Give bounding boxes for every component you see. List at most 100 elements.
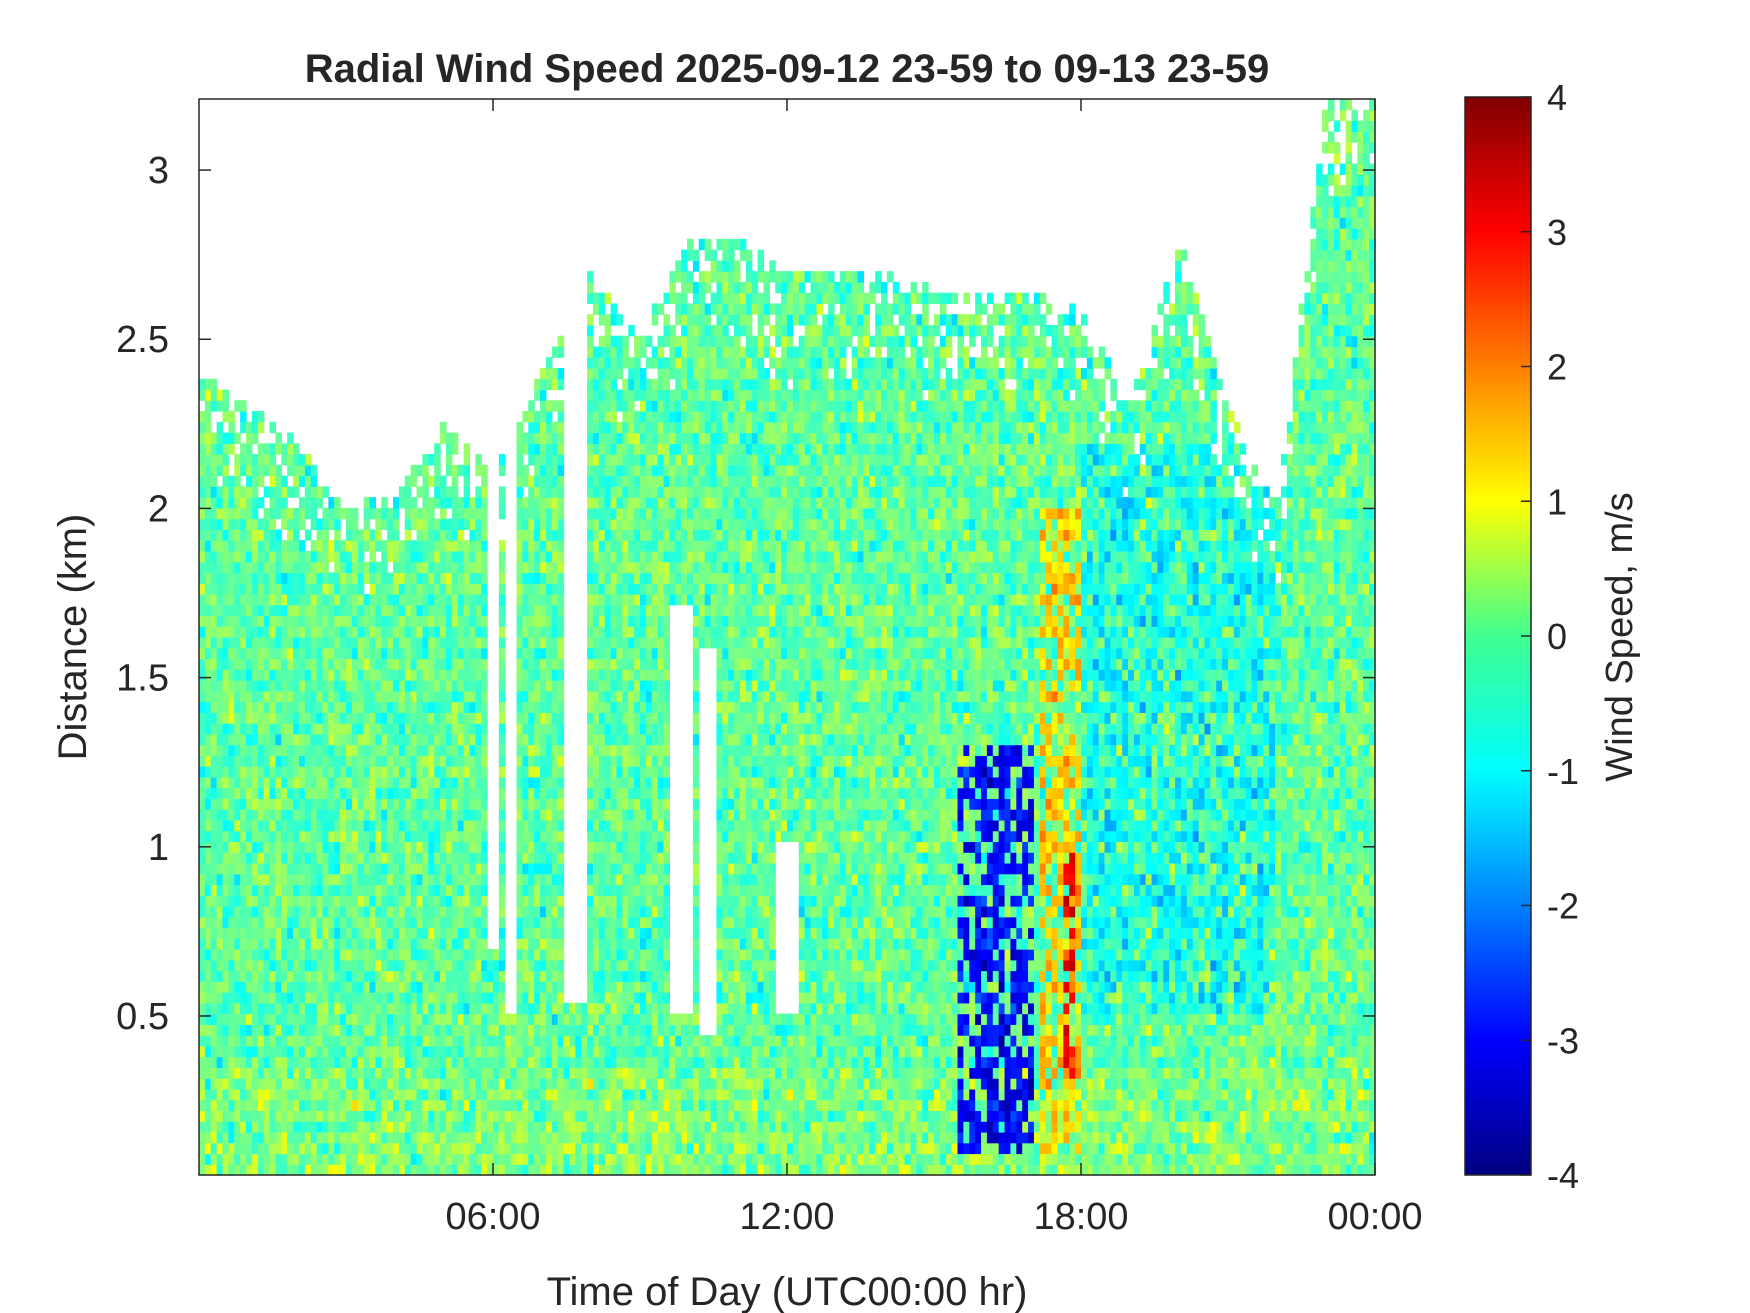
heatmap-cell: [304, 1067, 312, 1079]
heatmap-cell: [357, 561, 365, 574]
heatmap-cell: [269, 626, 277, 638]
heatmap-cell: [434, 1013, 441, 1025]
heatmap-cell: [228, 540, 235, 552]
heatmap-cell: [393, 1035, 400, 1047]
heatmap-cell: [322, 787, 329, 799]
heatmap-cell: [369, 669, 376, 681]
heatmap-cell: [528, 766, 535, 778]
heatmap-cell: [375, 1067, 382, 1079]
heatmap-cell: [504, 1013, 512, 1025]
heatmap-cell: [545, 992, 553, 1004]
heatmap-cell: [640, 572, 647, 584]
heatmap-cell: [545, 497, 553, 509]
heatmap-cell: [304, 712, 312, 724]
heatmap-cell: [657, 1067, 665, 1079]
heatmap-cell: [493, 981, 500, 993]
heatmap-cell: [369, 637, 376, 649]
heatmap-cell: [234, 561, 241, 574]
heatmap-cell: [316, 1164, 324, 1176]
heatmap-cell: [651, 992, 659, 1004]
heatmap-cell: [640, 981, 647, 993]
heatmap-cell: [498, 723, 506, 735]
heatmap-cell: [481, 895, 488, 907]
heatmap-cell: [557, 518, 565, 530]
heatmap-cell: [381, 669, 388, 681]
heatmap-cell: [651, 776, 659, 789]
heatmap-cell: [222, 906, 229, 918]
heatmap-cell: [475, 604, 482, 617]
heatmap-cell: [322, 755, 329, 767]
heatmap-cell: [534, 529, 541, 541]
heatmap-cell: [540, 680, 547, 692]
heatmap-cell: [534, 992, 541, 1004]
heatmap-cell: [398, 486, 406, 498]
heatmap-cell: [640, 712, 647, 724]
heatmap-cell: [428, 873, 435, 886]
heatmap-cell: [628, 873, 635, 886]
heatmap-cell: [592, 583, 600, 595]
heatmap-cell: [440, 906, 447, 918]
heatmap-cell: [598, 540, 606, 552]
heatmap-cell: [275, 1002, 282, 1015]
heatmap-cell: [228, 959, 235, 972]
heatmap-cell: [475, 1067, 482, 1079]
heatmap-cell: [275, 981, 282, 993]
heatmap-cell: [551, 1045, 559, 1058]
heatmap-cell: [228, 916, 235, 929]
heatmap-cell: [475, 690, 482, 703]
heatmap-cell: [410, 959, 418, 972]
heatmap-cell: [610, 658, 618, 670]
heatmap-cell: [204, 593, 212, 606]
heatmap-cell: [334, 906, 341, 918]
heatmap-cell: [587, 884, 594, 896]
heatmap-cell: [522, 1035, 529, 1047]
heatmap-cell: [346, 1142, 353, 1155]
heatmap-cell: [422, 1088, 429, 1101]
heatmap-cell: [475, 766, 482, 778]
heatmap-cell: [604, 314, 612, 326]
heatmap-cell: [498, 561, 506, 574]
heatmap-cell: [428, 927, 435, 939]
heatmap-cell: [528, 400, 535, 412]
heatmap-cell: [387, 1088, 394, 1101]
heatmap-cell: [528, 615, 535, 627]
heatmap-cell: [587, 809, 594, 821]
heatmap-cell: [634, 852, 641, 864]
heatmap-cell: [263, 518, 271, 530]
heatmap-cell: [210, 1099, 218, 1112]
heatmap-cell: [310, 712, 318, 724]
heatmap-cell: [604, 1067, 612, 1079]
heatmap-cell: [498, 658, 506, 670]
heatmap-cell: [534, 454, 541, 466]
heatmap-cell: [287, 906, 294, 918]
heatmap-cell: [287, 819, 294, 832]
heatmap-cell: [281, 970, 288, 982]
heatmap-cell: [628, 647, 635, 660]
heatmap-cell: [504, 1067, 512, 1079]
heatmap-cell: [210, 981, 218, 993]
heatmap-cell: [640, 454, 647, 466]
heatmap-cell: [204, 529, 212, 541]
heatmap-cell: [528, 949, 535, 961]
heatmap-cell: [416, 701, 424, 713]
heatmap-cell: [445, 658, 453, 670]
heatmap-cell: [387, 690, 394, 703]
heatmap-cell: [440, 1024, 447, 1036]
heatmap-cell: [410, 583, 418, 595]
heatmap-cell: [540, 852, 547, 864]
heatmap-cell: [216, 550, 224, 563]
heatmap-cell: [463, 906, 471, 918]
heatmap-cell: [340, 604, 347, 617]
heatmap-cell: [640, 421, 647, 434]
heatmap-cell: [204, 443, 212, 455]
heatmap-cell: [622, 959, 629, 972]
heatmap-cell: [234, 798, 241, 810]
heatmap-cell: [410, 1164, 418, 1176]
heatmap-cell: [581, 1045, 588, 1058]
heatmap-cell: [351, 766, 359, 778]
heatmap-cell: [487, 1099, 494, 1112]
heatmap-cell: [463, 712, 471, 724]
heatmap-cell: [363, 712, 371, 724]
heatmap-cell: [404, 733, 412, 746]
heatmap-cell: [434, 464, 441, 477]
